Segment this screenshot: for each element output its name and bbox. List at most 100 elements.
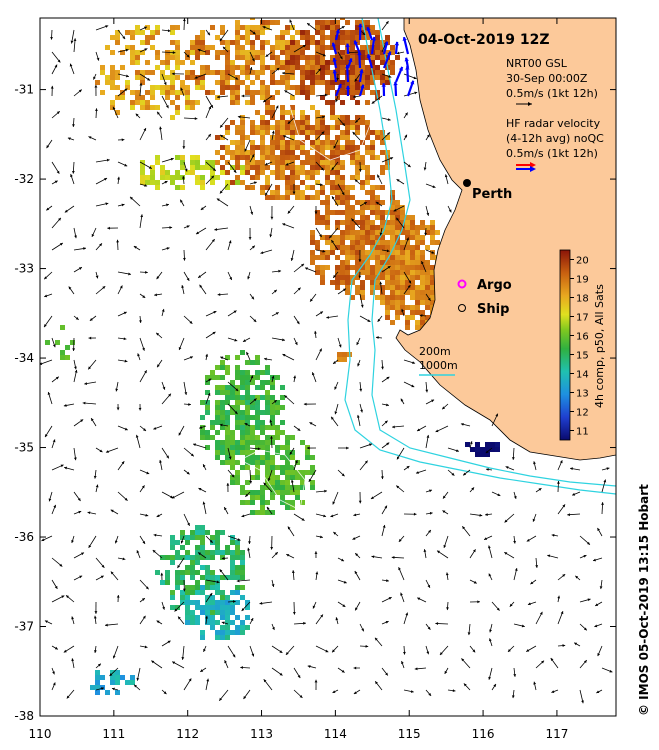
current-arrowhead <box>244 148 248 152</box>
sst-pixel <box>200 70 205 75</box>
sst-pixel <box>430 230 435 235</box>
sst-pixel <box>210 570 215 575</box>
sst-pixel <box>175 75 180 80</box>
sst-pixel <box>240 120 245 125</box>
current-arrowhead <box>513 495 517 499</box>
current-arrowhead <box>407 164 411 168</box>
sst-pixel <box>330 170 335 175</box>
perth-marker <box>463 179 471 187</box>
sst-pixel <box>325 35 330 40</box>
current-arrowhead <box>81 552 85 556</box>
sst-pixel <box>155 50 160 55</box>
sst-pixel <box>300 115 305 120</box>
sst-pixel <box>400 310 405 315</box>
current-arrowhead <box>460 422 464 426</box>
sst-pixel <box>215 530 220 535</box>
sst-pixel <box>220 375 225 380</box>
current-arrowhead <box>186 225 190 228</box>
sst-pixel <box>405 265 410 270</box>
sst-pixel <box>425 245 430 250</box>
sst-pixel <box>310 55 315 60</box>
sst-pixel <box>330 125 335 130</box>
sst-pixel <box>375 245 380 250</box>
sst-pixel <box>235 615 240 620</box>
current-arrowhead <box>190 453 194 457</box>
sst-pixel <box>325 125 330 130</box>
sst-layer <box>45 18 500 695</box>
sst-pixel <box>220 630 225 635</box>
sst-pixel <box>340 30 345 35</box>
sst-pixel <box>255 130 260 135</box>
sst-pixel <box>375 285 380 290</box>
sst-pixel <box>265 465 270 470</box>
sst-pixel <box>285 25 290 30</box>
sst-pixel <box>265 440 270 445</box>
sst-pixel <box>220 445 225 450</box>
sst-pixel <box>325 45 330 50</box>
sst-pixel <box>200 530 205 535</box>
current-arrowhead <box>244 423 248 426</box>
current-arrowhead <box>325 649 329 653</box>
current-arrowhead <box>123 337 127 341</box>
sst-pixel <box>265 20 270 25</box>
current-arrowhead <box>444 174 448 178</box>
sst-pixel <box>220 85 225 90</box>
sst-pixel <box>390 205 395 210</box>
sst-pixel <box>230 95 235 100</box>
current-arrowhead <box>251 296 254 300</box>
sst-pixel <box>200 40 205 45</box>
sst-pixel <box>370 90 375 95</box>
sst-pixel <box>205 595 210 600</box>
sst-pixel <box>265 380 270 385</box>
sst-pixel <box>225 145 230 150</box>
sst-pixel <box>220 605 225 610</box>
current-arrowhead <box>88 366 91 370</box>
current-arrowhead <box>130 196 133 200</box>
current-arrowhead <box>428 529 431 533</box>
sst-pixel <box>300 190 305 195</box>
lat-tick-label: -33 <box>14 262 34 276</box>
current-arrowhead <box>302 44 306 48</box>
sst-pixel <box>370 145 375 150</box>
sst-pixel <box>220 450 225 455</box>
current-arrowhead <box>594 624 598 628</box>
sst-pixel <box>210 580 215 585</box>
current-arrowhead <box>44 324 47 328</box>
sst-pixel <box>260 20 265 25</box>
sst-pixel <box>200 180 205 185</box>
sst-pixel <box>210 425 215 430</box>
radar-arrowhead <box>366 27 371 31</box>
sst-pixel <box>110 675 115 680</box>
sst-pixel <box>410 215 415 220</box>
sst-pixel <box>260 115 265 120</box>
sst-pixel <box>95 670 100 675</box>
sst-pixel <box>365 215 370 220</box>
sst-pixel <box>335 20 340 25</box>
sst-pixel <box>255 440 260 445</box>
sst-pixel <box>210 620 215 625</box>
sst-pixel <box>190 70 195 75</box>
sst-pixel <box>425 300 430 305</box>
sst-pixel <box>395 245 400 250</box>
sst-pixel <box>395 250 400 255</box>
sst-pixel <box>290 180 295 185</box>
sst-pixel <box>220 460 225 465</box>
sst-pixel <box>255 495 260 500</box>
sst-pixel <box>325 225 330 230</box>
sst-pixel <box>335 225 340 230</box>
temp-contour-2 <box>239 449 306 511</box>
sst-pixel <box>195 165 200 170</box>
sst-pixel <box>245 90 250 95</box>
sst-pixel <box>315 255 320 260</box>
current-arrowhead <box>583 627 587 631</box>
sst-pixel <box>235 365 240 370</box>
sst-pixel <box>240 155 245 160</box>
current-arrowhead <box>99 449 103 453</box>
sst-pixel <box>335 120 340 125</box>
sst-pixel <box>255 460 260 465</box>
current-arrowhead <box>297 428 301 431</box>
sst-pixel <box>295 170 300 175</box>
sst-pixel <box>265 455 270 460</box>
sst-pixel <box>220 530 225 535</box>
sst-pixel <box>125 80 130 85</box>
